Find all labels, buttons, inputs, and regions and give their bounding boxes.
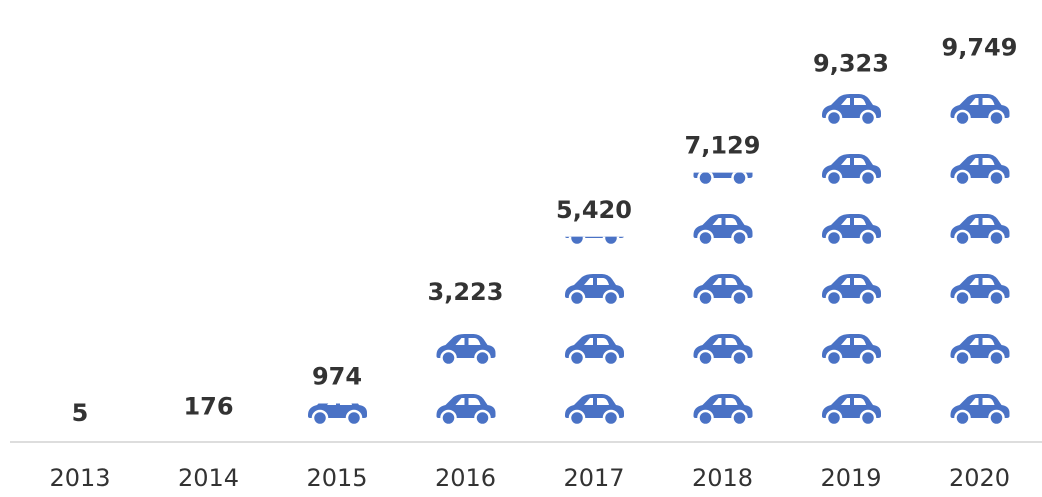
x-tick-label: 2020 (949, 464, 1010, 492)
value-label: 974 (312, 362, 362, 390)
car-column (950, 94, 1010, 427)
x-tick-label: 2016 (435, 464, 496, 492)
car-column (180, 94, 239, 425)
car-column (565, 236, 624, 427)
x-tick-label: 2015 (306, 464, 367, 492)
value-label: 3,223 (428, 278, 504, 306)
value-label: 7,129 (685, 132, 761, 160)
x-tick-label: 2013 (49, 464, 110, 492)
car-column (436, 334, 496, 427)
x-tick-label: 2018 (692, 464, 753, 492)
value-label: 9,749 (942, 33, 1018, 61)
car-column (693, 172, 753, 427)
value-label: 5 (72, 399, 89, 427)
value-label: 5,420 (556, 196, 632, 224)
value-label: 9,323 (813, 49, 889, 77)
x-tick-label: 2014 (178, 464, 239, 492)
car-column (822, 94, 881, 427)
car-column (308, 403, 367, 427)
x-tick-label: 2017 (563, 464, 624, 492)
value-label: 176 (183, 392, 233, 420)
x-tick-label: 2019 (820, 464, 881, 492)
car-column (51, 94, 110, 425)
